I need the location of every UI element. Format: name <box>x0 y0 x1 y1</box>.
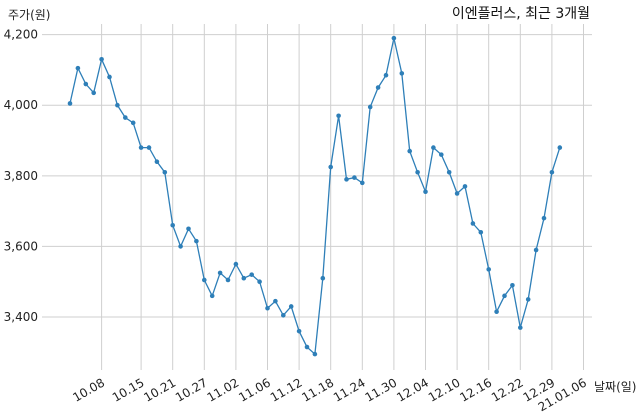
data-point <box>328 164 334 170</box>
data-point <box>557 145 563 150</box>
x-tick-label: 11.24 <box>331 375 368 404</box>
data-point <box>533 247 539 253</box>
data-point <box>486 267 492 272</box>
data-point <box>217 270 223 276</box>
y-tick-label: 3,400 <box>4 310 38 324</box>
x-tick-label: 12.22 <box>489 375 526 404</box>
data-point <box>170 222 175 228</box>
data-point <box>281 312 286 318</box>
x-tick-label: 11.02 <box>205 375 242 404</box>
data-point <box>162 169 168 175</box>
data-point <box>288 304 294 309</box>
x-tick-label: 11.30 <box>363 375 400 404</box>
data-point <box>375 85 381 90</box>
x-tick-label: 12.16 <box>457 375 494 404</box>
data-point <box>273 298 278 304</box>
y-axis-label: 주가(원) <box>8 8 50 22</box>
data-point <box>478 230 484 235</box>
data-point <box>107 74 112 80</box>
data-point <box>154 159 160 164</box>
data-point <box>502 293 507 299</box>
data-point <box>367 104 373 110</box>
data-point <box>407 148 413 154</box>
data-point <box>257 279 262 285</box>
x-tick-label: 11.06 <box>236 375 273 404</box>
chart-title: 이엔플러스, 최근 3개월 <box>452 6 590 22</box>
x-tick-label: 11.12 <box>268 375 305 404</box>
y-tick-label: 4,200 <box>4 28 38 42</box>
data-point <box>99 57 104 62</box>
data-point <box>462 184 468 189</box>
data-point <box>91 90 96 96</box>
data-point <box>75 65 81 71</box>
x-tick-label: 10.08 <box>70 375 107 404</box>
data-point <box>225 277 231 283</box>
data-point <box>304 344 310 350</box>
grid <box>42 24 592 370</box>
data-point <box>494 309 499 315</box>
data-point <box>265 305 270 311</box>
data-point <box>296 328 302 334</box>
x-tick-label: 10.15 <box>110 375 147 404</box>
x-tick-label: 11.18 <box>299 375 336 404</box>
x-tick-label: 12.10 <box>426 375 463 404</box>
data-point <box>415 169 420 175</box>
data-point <box>525 297 531 302</box>
data-point <box>431 145 436 150</box>
data-point <box>115 102 120 108</box>
data-point <box>209 293 215 299</box>
data-point <box>446 169 452 175</box>
data-point <box>391 35 397 41</box>
data-point <box>202 277 207 283</box>
data-point <box>233 261 239 267</box>
y-axis-ticks: 3,400 3,600 3,800 4,000 4,200 <box>4 28 38 324</box>
data-point <box>470 221 476 226</box>
data-point <box>510 282 515 288</box>
data-point <box>383 72 389 78</box>
data-point <box>194 238 199 244</box>
x-tick-label: 12.04 <box>394 375 431 404</box>
series-line <box>69 37 561 356</box>
data-point <box>186 226 191 232</box>
data-point <box>320 275 326 281</box>
data-point <box>549 169 555 175</box>
data-point <box>336 113 341 119</box>
data-point <box>178 244 183 249</box>
data-point <box>123 115 128 120</box>
data-point <box>423 189 428 195</box>
data-point <box>541 215 547 221</box>
y-tick-label: 3,600 <box>4 239 38 253</box>
series <box>67 35 563 357</box>
data-point <box>399 71 405 76</box>
x-axis-label: 날짜(일) <box>594 380 636 394</box>
data-point <box>130 120 136 126</box>
data-point <box>83 81 89 87</box>
y-tick-label: 4,000 <box>4 98 38 112</box>
data-point <box>146 145 152 150</box>
data-point <box>249 272 254 277</box>
data-point <box>454 191 460 196</box>
y-tick-label: 3,800 <box>4 169 38 183</box>
data-point <box>344 177 349 182</box>
data-point <box>439 152 444 157</box>
x-axis-ticks: 10.08 10.1510.2110.2711.0211.0611.1211.18… <box>70 375 589 414</box>
data-point <box>518 325 523 330</box>
data-point <box>138 145 144 150</box>
data-point <box>67 101 73 106</box>
x-tick-label: 10.21 <box>141 375 178 404</box>
x-tick-label: 10.27 <box>173 375 210 404</box>
data-point <box>241 275 247 281</box>
data-point <box>312 351 318 357</box>
data-point <box>352 175 357 180</box>
data-point <box>360 180 365 186</box>
